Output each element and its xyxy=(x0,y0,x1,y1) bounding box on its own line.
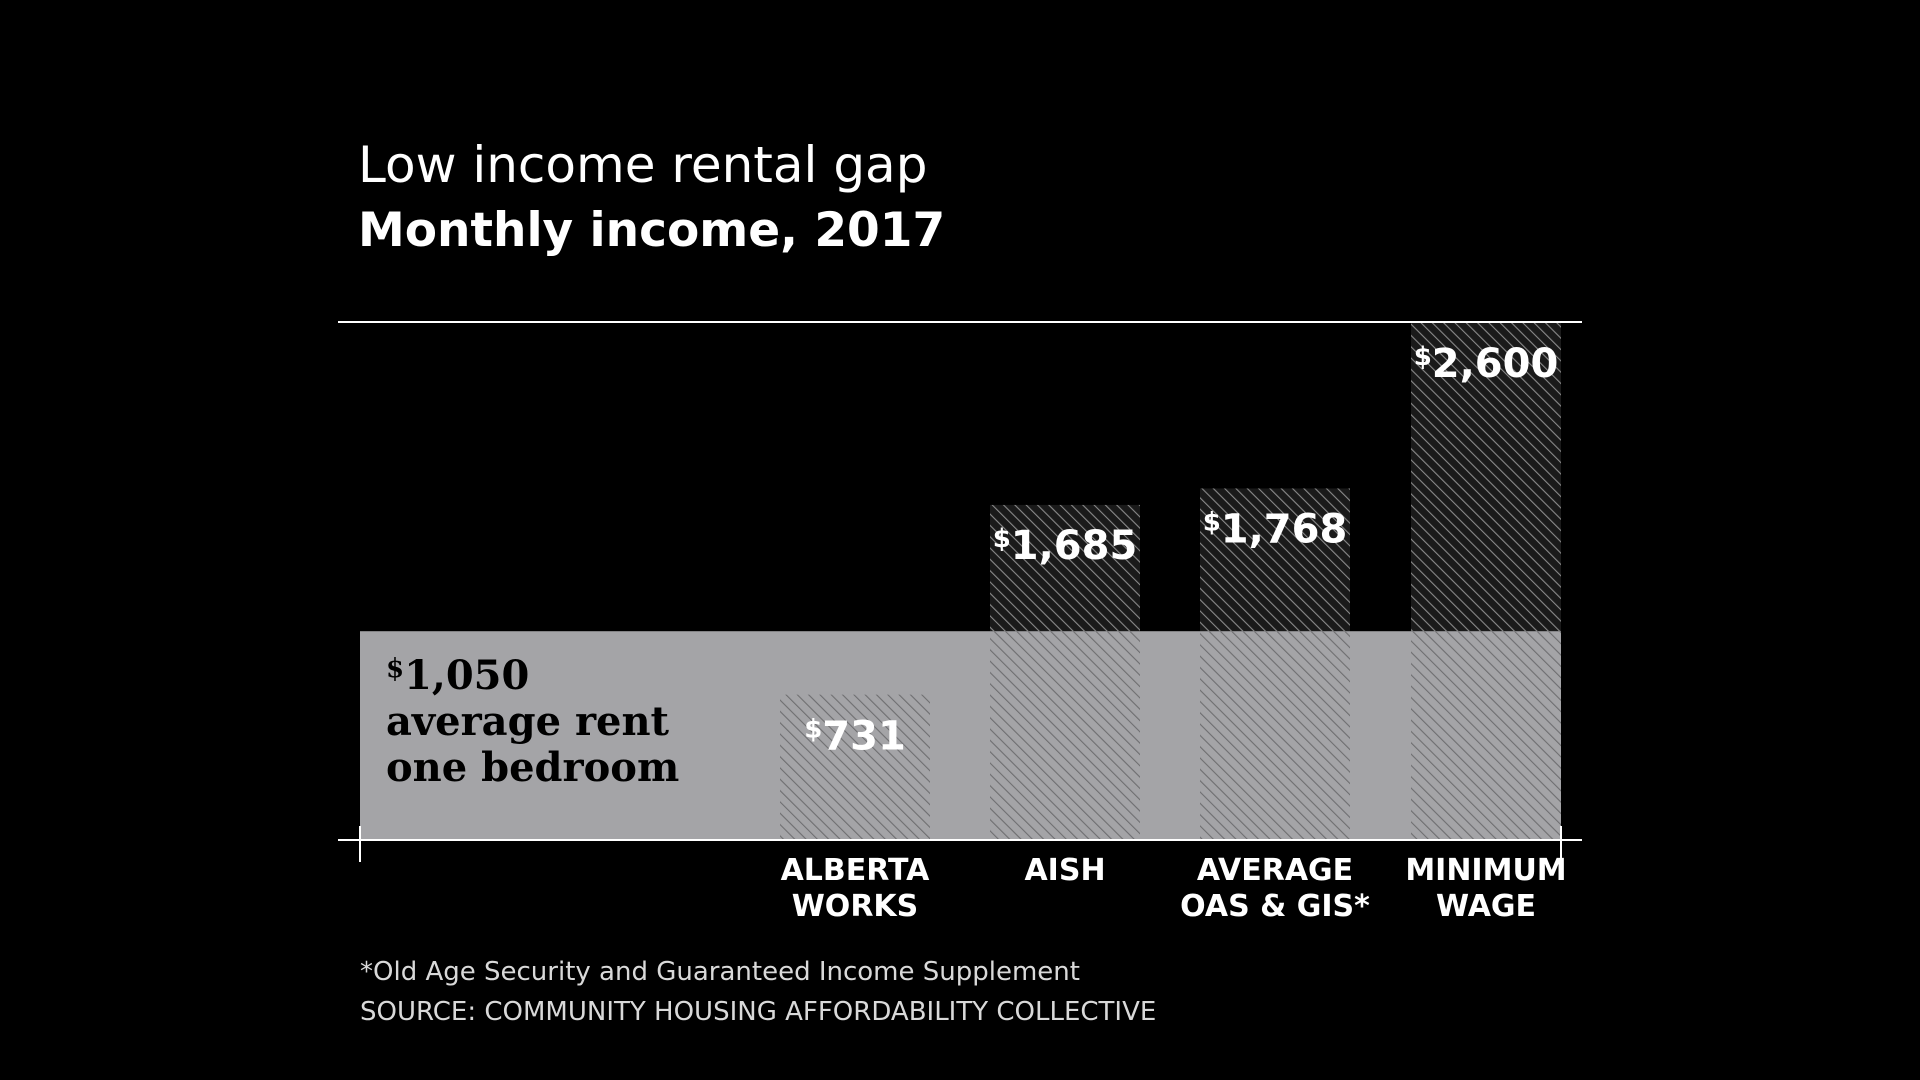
bar-value-label-alberta-works: $731 xyxy=(804,714,906,760)
average-rent-label-line-2: one bedroom xyxy=(386,744,679,791)
value-amount: 731 xyxy=(822,714,906,760)
value-labels-group: $731$1,685$1,768$2,600 xyxy=(804,341,1558,760)
chart-title: Low income rental gap xyxy=(358,136,927,194)
value-amount: 2,600 xyxy=(1432,341,1559,387)
value-amount: 1,685 xyxy=(1011,523,1138,569)
currency-symbol: $ xyxy=(804,715,822,745)
value-amount: 1,768 xyxy=(1221,506,1348,552)
footnote: *Old Age Security and Guaranteed Income … xyxy=(360,957,1080,987)
bar-value-label-minimum-wage: $2,600 xyxy=(1414,341,1559,387)
bar-value-label-average-oas-gis: $1,768 xyxy=(1203,506,1348,552)
bar-lower-minimum-wage xyxy=(1411,631,1561,840)
category-label-average-oas-gis-line-1: AVERAGE xyxy=(1197,853,1353,888)
category-label-alberta-works-line-1: ALBERTA xyxy=(781,853,931,888)
bar-lower-aish xyxy=(990,631,1140,840)
bar-lower-average-oas-gis xyxy=(1200,631,1350,840)
category-label-average-oas-gis-line-2: OAS & GIS* xyxy=(1180,889,1370,924)
bar-value-label-aish: $1,685 xyxy=(993,523,1138,569)
average-rent-currency: $ xyxy=(386,654,404,684)
bar-lower-alberta-works xyxy=(780,694,930,840)
average-rent-label-line-1: average rent xyxy=(386,698,670,745)
currency-symbol: $ xyxy=(1414,342,1432,372)
average-rent-value: $1,050 xyxy=(386,652,529,699)
bars-lower-group xyxy=(780,631,1561,840)
currency-symbol: $ xyxy=(993,524,1011,554)
category-label-alberta-works-line-2: WORKS xyxy=(792,889,919,924)
category-label-minimum-wage-line-1: MINIMUM xyxy=(1405,853,1566,888)
source-note: SOURCE: COMMUNITY HOUSING AFFORDABILITY … xyxy=(360,997,1156,1027)
category-label-aish-line-1: AISH xyxy=(1024,853,1105,888)
category-label-minimum-wage-line-2: WAGE xyxy=(1436,889,1536,924)
average-rent-amount: 1,050 xyxy=(404,652,529,699)
chart-subtitle: Monthly income, 2017 xyxy=(358,203,945,258)
average-rent-band xyxy=(360,631,1561,840)
currency-symbol: $ xyxy=(1203,507,1221,537)
